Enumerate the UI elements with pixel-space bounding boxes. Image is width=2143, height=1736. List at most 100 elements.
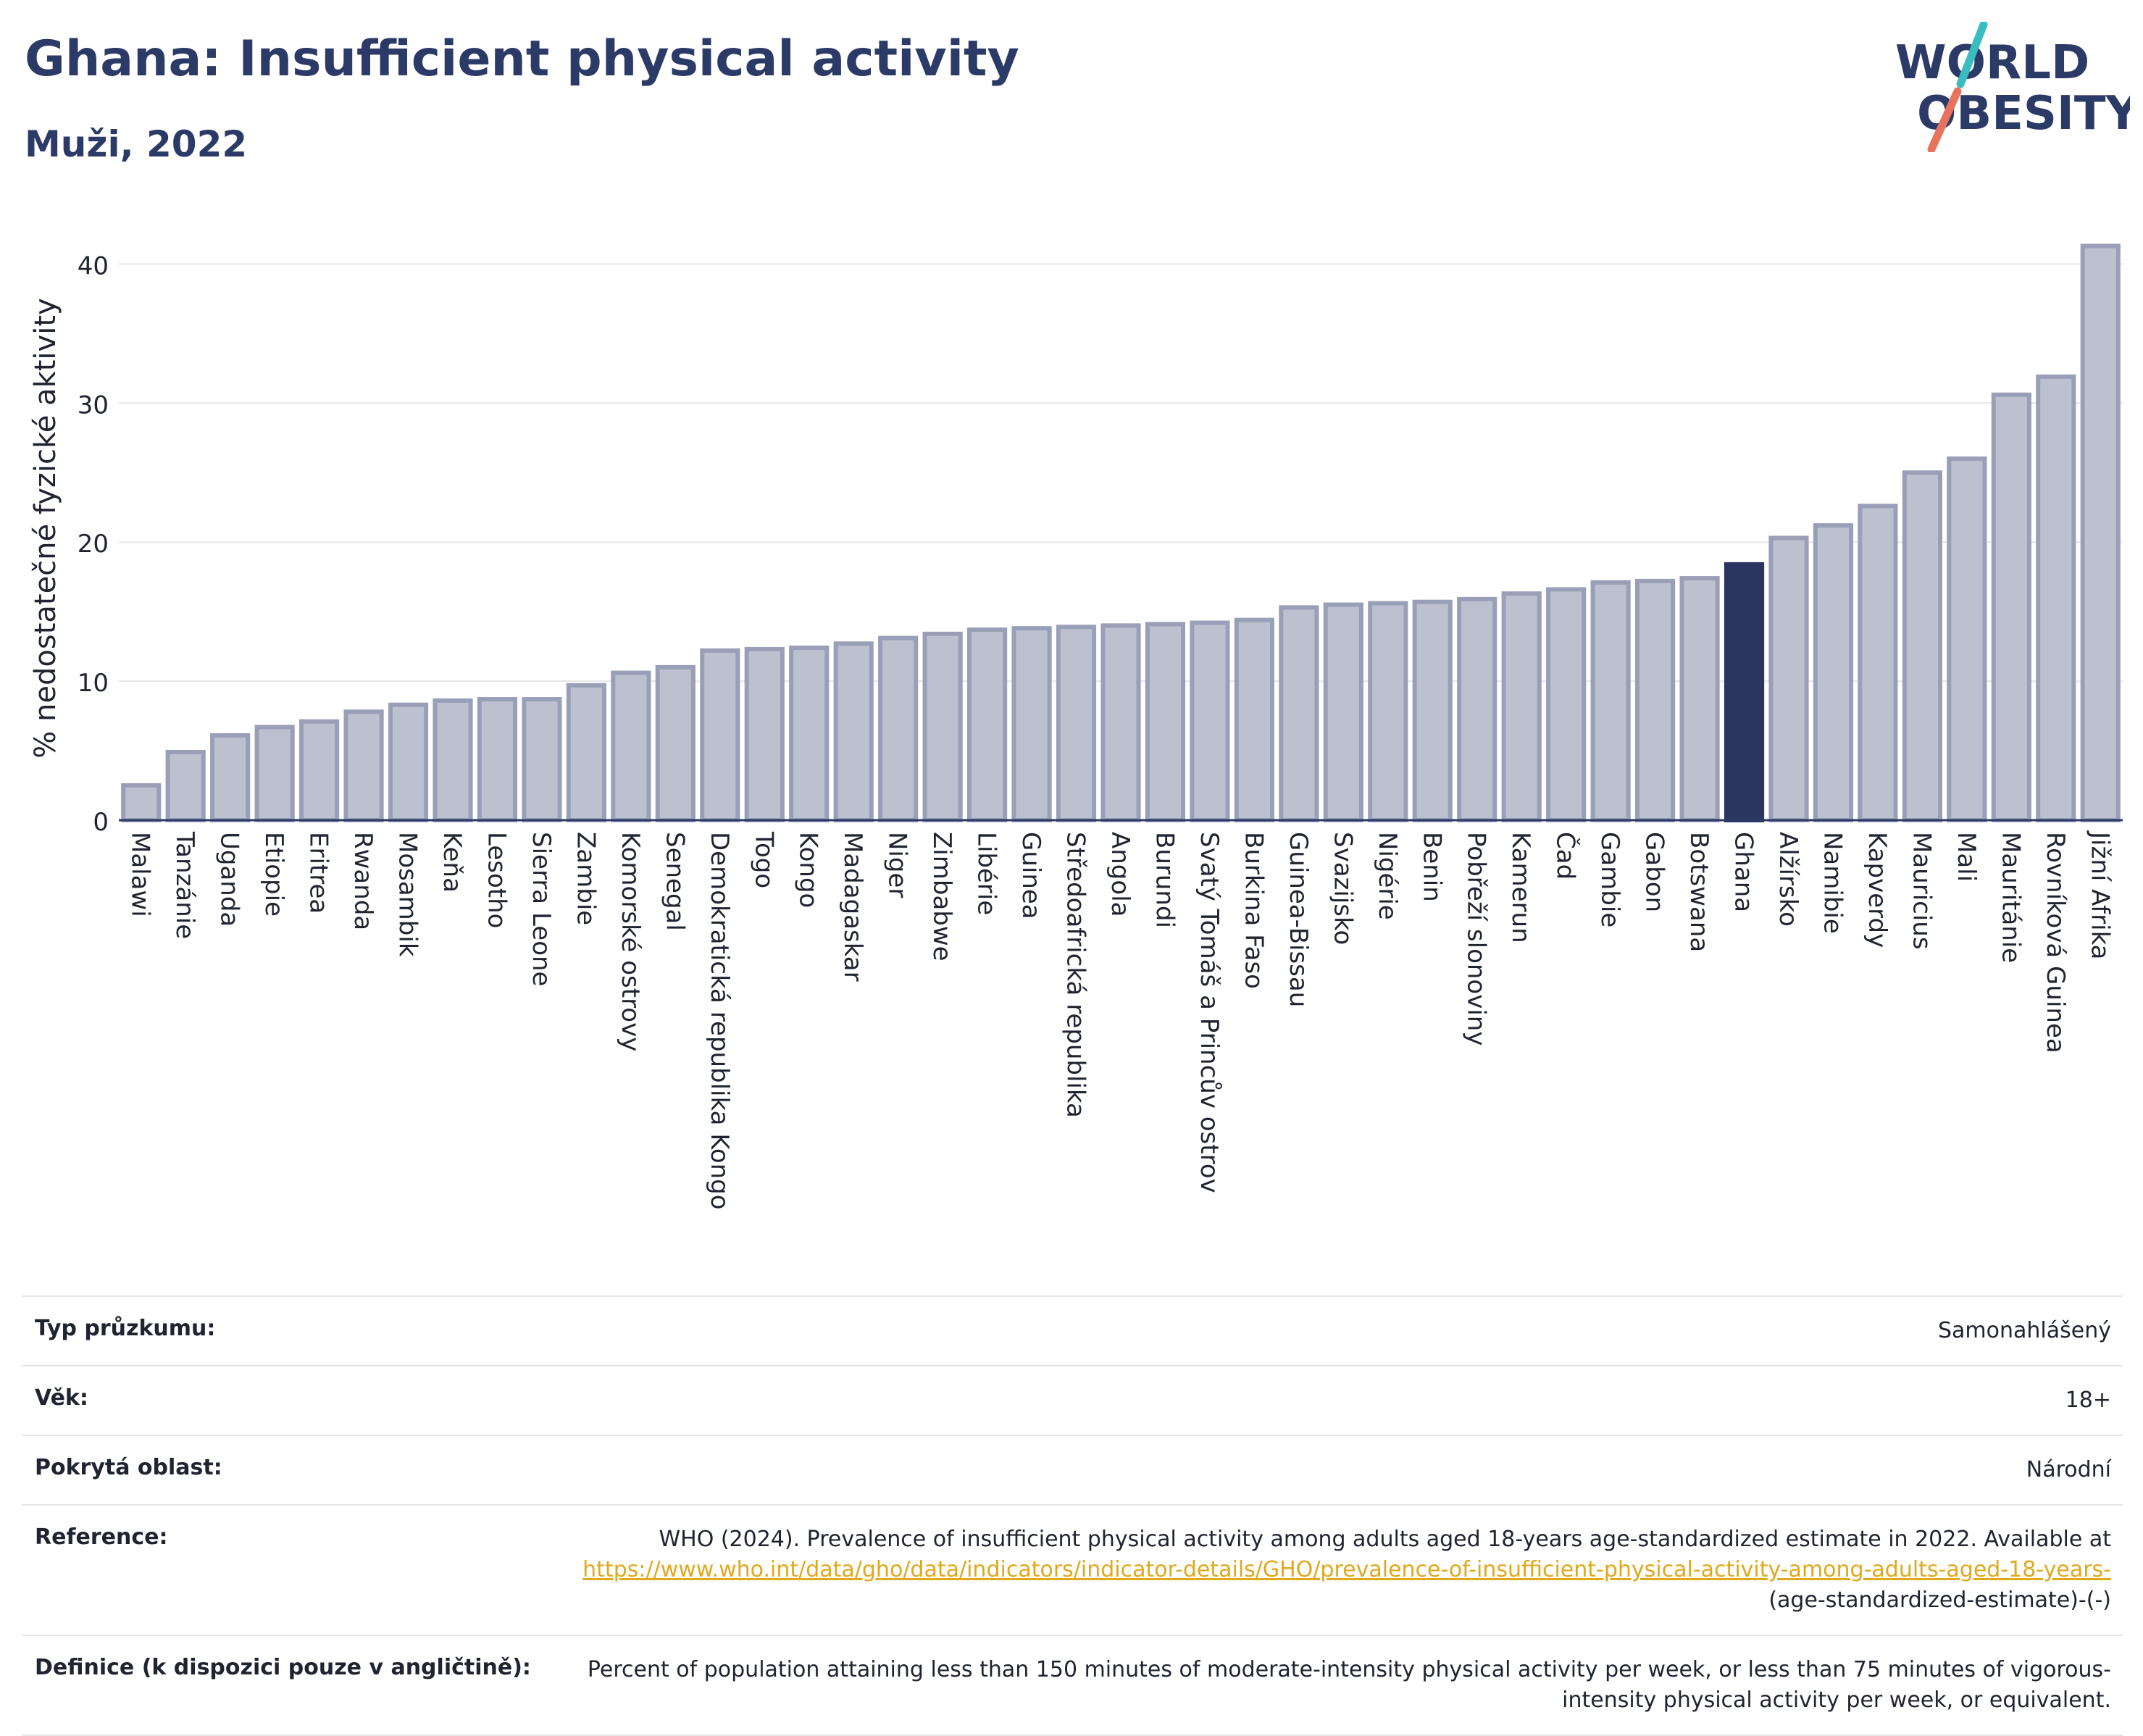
bar-25 xyxy=(1234,617,1274,823)
logo-text-world: WORLD xyxy=(1895,36,2089,90)
bar-24 xyxy=(1190,620,1230,822)
logo-slash-red xyxy=(1927,87,1962,152)
detail-row-age: Věk: 18+ xyxy=(22,1365,2123,1435)
bar-21 xyxy=(1056,625,1097,822)
bar-23 xyxy=(1145,622,1186,823)
x-tick-label: Burundi xyxy=(1150,832,1179,928)
x-tick-label: Uganda xyxy=(215,832,244,927)
bar-36 xyxy=(1724,562,1765,823)
bar-27 xyxy=(1323,602,1363,822)
x-tick-label: Etiopie xyxy=(259,832,288,917)
x-tick-label: Svazijsko xyxy=(1328,832,1357,945)
x-tick-label: Benin xyxy=(1417,832,1446,902)
x-tick-label: Středoafrická republika xyxy=(1061,832,1090,1118)
bar-29 xyxy=(1412,599,1453,822)
x-tick-label: Ghana xyxy=(1729,832,1758,912)
detail-label: Reference: xyxy=(22,1504,543,1635)
bar-17 xyxy=(878,635,919,822)
bar-26 xyxy=(1279,605,1319,823)
x-tick-label: Zambie xyxy=(571,832,600,925)
bar-13 xyxy=(700,648,740,823)
detail-value: WHO (2024). Prevalence of insufficient p… xyxy=(542,1504,2123,1635)
x-tick-label: Guinea xyxy=(1016,832,1045,919)
bar-20 xyxy=(1011,626,1052,823)
chart-title: Ghana: Insufficient physical activity xyxy=(25,30,1019,88)
bar-2 xyxy=(210,733,251,823)
x-tick-label: Čad xyxy=(1551,832,1581,880)
bar-19 xyxy=(967,627,1008,822)
x-tick-label: Tanzánie xyxy=(170,831,199,939)
bars xyxy=(121,243,2121,823)
reference-link[interactable]: https://www.who.int/data/gho/data/indica… xyxy=(582,1557,2111,1582)
bar-22 xyxy=(1100,623,1141,822)
bar-7 xyxy=(433,698,473,823)
y-tick-labels: 0 10 20 30 40 xyxy=(78,251,109,837)
y-tick-label: 40 xyxy=(78,251,109,280)
x-tick-label: Sierra Leone xyxy=(527,832,556,986)
x-tick-label: Madagaskar xyxy=(838,832,867,982)
x-tick-label: Svatý Tomáš a Princův ostrov xyxy=(1195,832,1224,1193)
bar-4 xyxy=(299,719,340,822)
detail-label: Věk: xyxy=(22,1365,543,1435)
x-tick-label: Botswana xyxy=(1684,832,1713,952)
x-tick-label: Gabon xyxy=(1640,832,1669,912)
chart-subtitle: Muži, 2022 xyxy=(25,123,248,165)
x-tick-label: Jižní Afrika xyxy=(2085,830,2114,960)
bar-35 xyxy=(1679,576,1720,822)
x-tick-label: Komorské ostrovy xyxy=(616,832,645,1051)
x-tick-label: Mauricius xyxy=(1907,832,1936,950)
bar-8 xyxy=(477,697,518,822)
bar-18 xyxy=(922,631,963,822)
x-tick-label: Togo xyxy=(749,831,778,888)
x-tick-label: Rovníková Guinea xyxy=(2041,832,2070,1053)
detail-label: Definice (k dispozici pouze v angličtině… xyxy=(22,1635,543,1736)
detail-row-area-covered: Pokrytá oblast: Národní xyxy=(22,1435,2123,1505)
x-tick-label: Kongo xyxy=(794,832,823,908)
x-tick-label: Malawi xyxy=(126,832,155,917)
x-tick-label: Lesotho xyxy=(482,832,511,928)
bar-1 xyxy=(165,749,206,823)
bar-9 xyxy=(522,697,562,822)
bar-37 xyxy=(1768,535,1809,822)
detail-label: Pokrytá oblast: xyxy=(22,1435,543,1505)
x-tick-label: Rwanda xyxy=(348,832,377,930)
detail-row-definition: Definice (k dispozici pouze v angličtině… xyxy=(22,1635,2123,1736)
detail-value: Národní xyxy=(542,1435,2123,1505)
x-tick-label: Eritrea xyxy=(304,832,333,914)
detail-value: 18+ xyxy=(542,1365,2123,1435)
x-tick-label: Kapverdy xyxy=(1863,832,1892,948)
bar-39 xyxy=(1858,504,1898,822)
bar-44 xyxy=(2080,243,2121,822)
bar-16 xyxy=(833,641,874,822)
detail-row-survey-type: Typ průzkumu: Samonahlášený xyxy=(22,1295,2123,1366)
bar-14 xyxy=(744,646,785,823)
bar-30 xyxy=(1457,596,1497,822)
bar-10 xyxy=(566,683,606,822)
detail-value: Samonahlášený xyxy=(542,1295,2123,1366)
bar-41 xyxy=(1947,456,1987,822)
x-tick-label: Pobřeží slonoviny xyxy=(1462,832,1491,1046)
bar-12 xyxy=(655,664,695,823)
bar-32 xyxy=(1546,587,1587,822)
x-tick-label: Gambie xyxy=(1595,832,1624,927)
x-tick-label: Namibie xyxy=(1818,832,1847,934)
world-obesity-logo: WORLD OBESITY xyxy=(1895,22,2130,152)
bar-40 xyxy=(1902,470,1942,822)
bar-38 xyxy=(1813,523,1854,822)
bar-28 xyxy=(1368,601,1408,823)
details-table: Typ průzkumu: Samonahlášený Věk: 18+ Pok… xyxy=(22,1295,2123,1736)
bar-0 xyxy=(121,783,162,822)
logo-slash-teal xyxy=(1956,22,1988,88)
x-tick-label: Keňa xyxy=(438,832,467,893)
reference-text: WHO (2024). Prevalence of insufficient p… xyxy=(659,1527,2111,1552)
x-tick-label: Alžírsko xyxy=(1774,832,1802,927)
bar-3 xyxy=(254,725,295,823)
x-tick-label: Mauritánie xyxy=(1996,832,2025,963)
x-tick-label: Nigérie xyxy=(1373,832,1402,920)
y-tick-label: 10 xyxy=(78,669,109,698)
detail-label: Typ průzkumu: xyxy=(22,1295,543,1366)
bar-11 xyxy=(611,670,651,822)
x-tick-label: Demokratická republika Kongo xyxy=(705,832,734,1210)
x-tick-label: Angola xyxy=(1106,832,1135,917)
bar-31 xyxy=(1501,591,1542,822)
